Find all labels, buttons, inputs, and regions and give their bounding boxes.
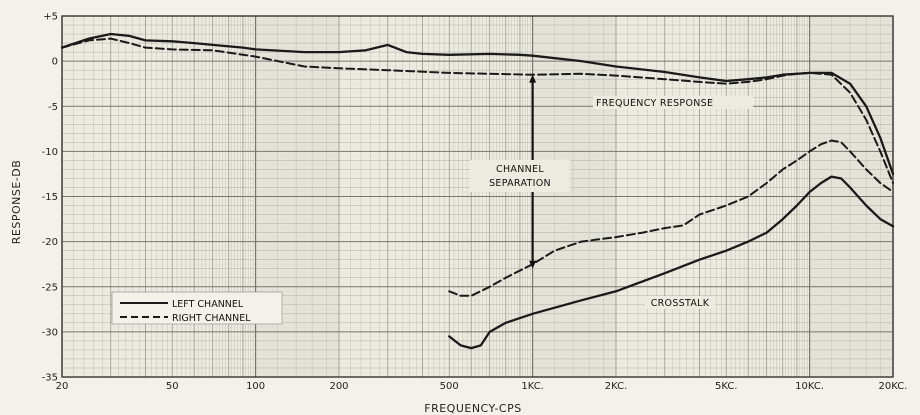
separation-arrow-head-top <box>529 74 537 83</box>
separation-arrow-head-bottom <box>529 260 537 269</box>
series-crosstalk-right <box>448 139 894 297</box>
x-tick-label-2: 100 <box>246 381 265 392</box>
y-tick-label-5: -20 <box>42 237 58 248</box>
x-tick-label-1: 50 <box>166 381 179 392</box>
legend-label-right: RIGHT CHANNEL <box>172 313 251 324</box>
tick-labels: 20 50 100 200 500 1KC. 2KC. 5KC. 10KC. 20KC. +5 0 -5… <box>42 12 908 393</box>
plot-frame <box>61 15 894 378</box>
x-tick-label-0: 20 <box>56 381 69 392</box>
annotation-frequency-response: FREQUENCY RESPONSE <box>596 98 713 109</box>
annotation-channel-separation-line1: CHANNEL <box>496 164 544 175</box>
x-tick-label-7: 5KC. <box>715 381 738 392</box>
series-lines <box>60 32 895 350</box>
y-axis-label: RESPONSE-DB <box>10 160 23 245</box>
legend-label-left: LEFT CHANNEL <box>172 299 244 310</box>
x-tick-label-8: 10KC. <box>795 381 824 392</box>
y-tick-label-0: +5 <box>43 12 58 23</box>
series-frequency-response-right <box>61 37 894 184</box>
x-tick-label-3: 200 <box>329 381 348 392</box>
annotation-crosstalk-bg <box>645 296 715 309</box>
annotation-frequency-response-bg <box>593 96 753 109</box>
annotation-channel-separation-line2: SEPARATION <box>489 178 551 189</box>
y-tick-label-3: -10 <box>42 147 58 158</box>
x-tick-label-6: 2KC. <box>605 381 628 392</box>
annotations: FREQUENCY RESPONSE CHANNEL SEPARATION CROSS… <box>470 74 753 309</box>
y-tick-label-1: 0 <box>52 57 58 68</box>
annotation-crosstalk: CROSSTALK <box>651 298 710 309</box>
x-tick-label-4: 500 <box>440 381 459 392</box>
y-tick-label-8: -35 <box>42 373 58 384</box>
y-tick-label-4: -15 <box>42 192 58 203</box>
x-tick-label-9: 20KC. <box>879 381 908 392</box>
series-crosstalk-left <box>448 175 895 350</box>
y-tick-label-2: -5 <box>48 102 58 113</box>
x-tick-label-5: 1KC. <box>521 381 544 392</box>
legend-box <box>111 291 283 325</box>
x-axis-label: FREQUENCY-CPS <box>424 402 521 415</box>
annotation-channel-separation-bg <box>470 160 570 192</box>
y-tick-label-7: -30 <box>42 327 58 338</box>
y-tick-label-6: -25 <box>42 282 58 293</box>
legend: LEFT CHANNEL RIGHT CHANNEL <box>111 291 283 325</box>
